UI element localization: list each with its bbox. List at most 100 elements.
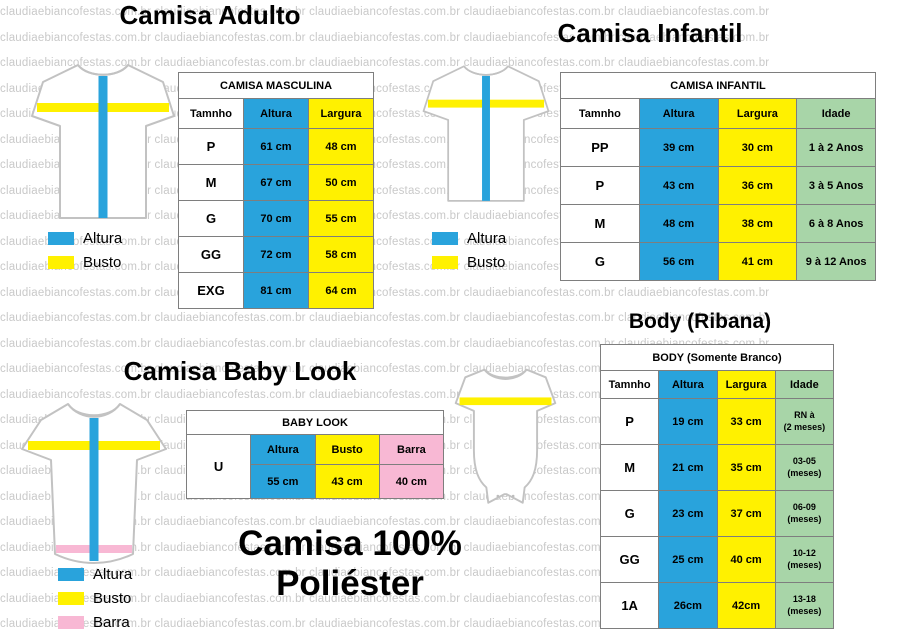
size-cell: G xyxy=(560,242,640,281)
idade-cell: 03-05 (meses) xyxy=(774,444,835,491)
collar-line xyxy=(483,369,528,380)
collar-line xyxy=(463,65,509,76)
barra-color-swatch xyxy=(58,616,84,629)
col-header-largura: Largura xyxy=(716,370,776,399)
idade-line1: 06-09 xyxy=(792,502,816,513)
babylook-size-table: BABY LOOK U Altura Busto Barra 55 cm 43 … xyxy=(185,410,445,499)
collar-line xyxy=(67,403,121,418)
idade-line1: RN à xyxy=(794,410,815,421)
table-row: M 67 cm 50 cm xyxy=(178,164,374,201)
table-row: 55 cm 43 cm 40 cm xyxy=(187,464,445,499)
snap-dot xyxy=(511,494,515,498)
idade-cell: 3 à 5 Anos xyxy=(796,166,876,205)
babylook-legend: Altura Busto Barra xyxy=(58,566,132,638)
table-row: EXG 81 cm 64 cm xyxy=(178,272,374,309)
table-row: P 19 cm 33 cm RN à (2 meses) xyxy=(599,398,835,445)
altura-line xyxy=(89,418,99,561)
col-header-tamnho: Tamnho xyxy=(560,98,640,129)
size-cell: P xyxy=(560,166,640,205)
legend-item-busto: Busto xyxy=(58,590,132,607)
legend-label: Busto xyxy=(83,254,122,271)
infantil-size-table: CAMISA INFANTIL Tamnho Altura Largura Id… xyxy=(560,72,876,281)
altura-cell: 70 cm xyxy=(243,200,309,237)
col-header-altura: Altura xyxy=(243,98,309,129)
altura-cell: 43 cm xyxy=(638,166,719,205)
collar-line xyxy=(77,64,129,76)
footer-line-2: Poliéster xyxy=(276,564,424,604)
altura-cell: 48 cm xyxy=(638,204,719,243)
idade-cell: 13-18 (meses) xyxy=(774,582,835,629)
largura-cell: 35 cm xyxy=(716,444,776,491)
idade-line1: 10-12 xyxy=(792,548,816,559)
size-cell: GG xyxy=(599,536,660,583)
table-row: M 21 cm 35 cm 03-05 (meses) xyxy=(599,444,835,491)
table-title-row: BODY (Somente Branco) xyxy=(600,344,834,371)
size-cell: U xyxy=(185,434,252,499)
idade-line2: (meses) xyxy=(787,605,822,616)
legend-item-barra: Barra xyxy=(58,614,132,631)
legend-label: Busto xyxy=(467,254,506,271)
idade-line2: (meses) xyxy=(787,513,822,524)
col-header-altura: Altura xyxy=(638,98,719,129)
altura-cell: 19 cm xyxy=(658,398,718,445)
table-title: BABY LOOK xyxy=(186,410,444,435)
altura-cell: 25 cm xyxy=(658,536,718,583)
table-title: CAMISA MASCULINA xyxy=(178,72,374,99)
largura-cell: 38 cm xyxy=(717,204,798,243)
table-header-row: Tamnho Altura Largura xyxy=(178,98,374,129)
size-cell: M xyxy=(560,204,640,243)
altura-cell: 67 cm xyxy=(243,164,309,201)
largura-cell: 64 cm xyxy=(308,272,374,309)
idade-line2: (2 meses) xyxy=(783,421,826,432)
legend-label: Altura xyxy=(83,230,123,247)
adult-section-title: Camisa Adulto xyxy=(119,0,301,30)
altura-color-swatch xyxy=(58,568,84,581)
table-header-row: Tamnho Altura Largura Idade xyxy=(599,370,835,399)
table-header-row: U Altura Busto Barra xyxy=(185,434,445,499)
altura-cell: 26cm xyxy=(658,582,718,629)
busto-color-swatch xyxy=(432,256,458,269)
altura-color-swatch xyxy=(48,232,74,245)
idade-cell: 9 à 12 Anos xyxy=(796,242,876,281)
table-row: G 56 cm 41 cm 9 à 12 Anos xyxy=(560,242,876,281)
altura-cell: 55 cm xyxy=(250,464,316,499)
snap-dot xyxy=(496,494,500,498)
col-header-largura: Largura xyxy=(717,98,798,129)
table-row: GG 72 cm 58 cm xyxy=(178,236,374,273)
col-header-busto: Busto xyxy=(314,434,380,465)
infantil-tshirt-illustration xyxy=(422,65,550,202)
legend-item-altura: Altura xyxy=(432,230,506,247)
legend-item-altura: Altura xyxy=(58,566,132,583)
col-header-altura: Altura xyxy=(250,434,316,465)
altura-color-swatch xyxy=(432,232,458,245)
legend-item-altura: Altura xyxy=(48,230,122,247)
col-header-barra: Barra xyxy=(378,434,445,465)
table-row: G 23 cm 37 cm 06-09 (meses) xyxy=(599,490,835,537)
body-size-table: BODY (Somente Branco) Tamnho Altura Larg… xyxy=(599,344,835,629)
size-cell: EXG xyxy=(178,272,244,309)
table-row: G 70 cm 55 cm xyxy=(178,200,374,237)
table-title-row: CAMISA INFANTIL xyxy=(560,72,876,99)
table-title: CAMISA INFANTIL xyxy=(560,72,876,99)
col-header-tamnho: Tamnho xyxy=(178,98,244,129)
babylook-tshirt-illustration xyxy=(21,403,167,564)
table-row: GG 25 cm 40 cm 10-12 (meses) xyxy=(599,536,835,583)
size-cell: 1A xyxy=(599,582,660,629)
size-cell: M xyxy=(178,164,244,201)
table-row: M 48 cm 38 cm 6 à 8 Anos xyxy=(560,204,876,243)
largura-cell: 48 cm xyxy=(308,128,374,165)
altura-cell: 39 cm xyxy=(638,128,719,167)
idade-line2: (meses) xyxy=(787,467,822,478)
legend-label: Altura xyxy=(93,566,133,583)
legend-label: Busto xyxy=(93,590,132,607)
table-row: PP 39 cm 30 cm 1 à 2 Anos xyxy=(560,128,876,167)
largura-cell: 30 cm xyxy=(717,128,798,167)
altura-cell: 23 cm xyxy=(658,490,718,537)
table-header-row: Tamnho Altura Largura Idade xyxy=(560,98,876,129)
busto-color-swatch xyxy=(48,256,74,269)
altura-line xyxy=(98,76,108,218)
col-header-altura: Altura xyxy=(658,370,718,399)
size-cell: P xyxy=(178,128,244,165)
size-cell: GG xyxy=(178,236,244,273)
